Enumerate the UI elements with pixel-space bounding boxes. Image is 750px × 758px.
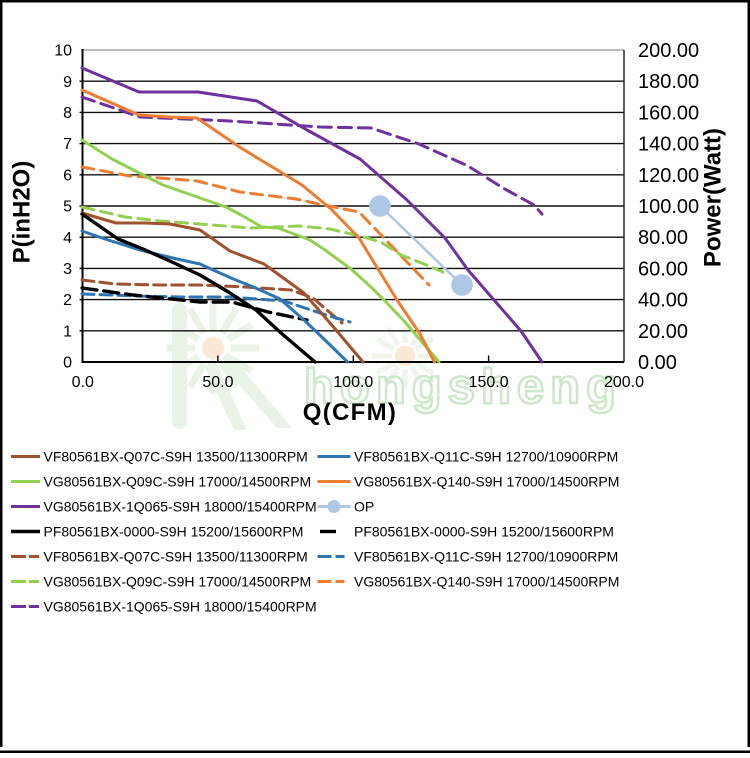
svg-text:6: 6 xyxy=(63,167,72,184)
svg-text:OP: OP xyxy=(354,499,374,515)
svg-text:0.0: 0.0 xyxy=(72,374,94,391)
svg-text:50.0: 50.0 xyxy=(202,374,233,391)
svg-text:200.0: 200.0 xyxy=(604,374,644,391)
svg-text:140.00: 140.00 xyxy=(638,134,699,156)
svg-text:VG80561BX-1Q065-S9H 18000/1540: VG80561BX-1Q065-S9H 18000/15400RPM xyxy=(44,499,317,515)
svg-text:8: 8 xyxy=(63,105,72,122)
svg-text:160.00: 160.00 xyxy=(638,102,699,124)
svg-text:0: 0 xyxy=(63,355,72,372)
svg-text:3: 3 xyxy=(63,261,72,278)
svg-text:VF80561BX-Q07C-S9H 13500/11300: VF80561BX-Q07C-S9H 13500/11300RPM xyxy=(44,549,308,565)
svg-text:P(inH2O): P(inH2O) xyxy=(9,161,36,264)
svg-text:7: 7 xyxy=(63,136,72,153)
svg-text:VF80561BX-Q11C-S9H 12700/10900: VF80561BX-Q11C-S9H 12700/10900RPM xyxy=(354,549,618,565)
svg-text:Q(CFM): Q(CFM) xyxy=(303,399,397,426)
svg-text:150.0: 150.0 xyxy=(469,374,509,391)
svg-text:120.00: 120.00 xyxy=(638,165,699,187)
svg-text:180.00: 180.00 xyxy=(638,71,699,93)
svg-text:60.00: 60.00 xyxy=(638,258,688,280)
svg-text:PF80561BX-0000-S9H 15200/15600: PF80561BX-0000-S9H 15200/15600RPM xyxy=(354,524,614,540)
svg-text:VG80561BX-Q140-S9H 17000/14500: VG80561BX-Q140-S9H 17000/14500RPM xyxy=(354,574,619,590)
svg-text:10: 10 xyxy=(54,43,72,60)
svg-text:2: 2 xyxy=(63,292,72,309)
svg-text:VG80561BX-1Q065-S9H 18000/1540: VG80561BX-1Q065-S9H 18000/15400RPM xyxy=(44,599,317,615)
svg-text:VG80561BX-Q09C-S9H 17000/14500: VG80561BX-Q09C-S9H 17000/14500RPM xyxy=(44,474,312,490)
svg-text:VF80561BX-Q11C-S9H 12700/10900: VF80561BX-Q11C-S9H 12700/10900RPM xyxy=(354,449,618,465)
svg-text:4: 4 xyxy=(63,230,72,247)
svg-text:80.00: 80.00 xyxy=(638,227,688,249)
svg-text:100.00: 100.00 xyxy=(638,196,699,218)
svg-text:9: 9 xyxy=(63,74,72,91)
svg-text:20.00: 20.00 xyxy=(638,321,688,343)
svg-text:VG80561BX-Q09C-S9H 17000/14500: VG80561BX-Q09C-S9H 17000/14500RPM xyxy=(44,574,312,590)
svg-text:100.0: 100.0 xyxy=(333,374,373,391)
svg-text:40.00: 40.00 xyxy=(638,290,688,312)
svg-text:5: 5 xyxy=(63,199,72,216)
svg-text:0.00: 0.00 xyxy=(638,352,677,374)
svg-text:VG80561BX-Q140-S9H 17000/14500: VG80561BX-Q140-S9H 17000/14500RPM xyxy=(354,474,619,490)
svg-text:Power(Watt): Power(Watt) xyxy=(700,128,727,267)
svg-text:PF80561BX-0000-S9H 15200/15600: PF80561BX-0000-S9H 15200/15600RPM xyxy=(44,524,304,540)
svg-text:VF80561BX-Q07C-S9H 13500/11300: VF80561BX-Q07C-S9H 13500/11300RPM xyxy=(44,449,308,465)
svg-text:200.00: 200.00 xyxy=(638,40,699,62)
svg-text:1: 1 xyxy=(63,323,72,340)
